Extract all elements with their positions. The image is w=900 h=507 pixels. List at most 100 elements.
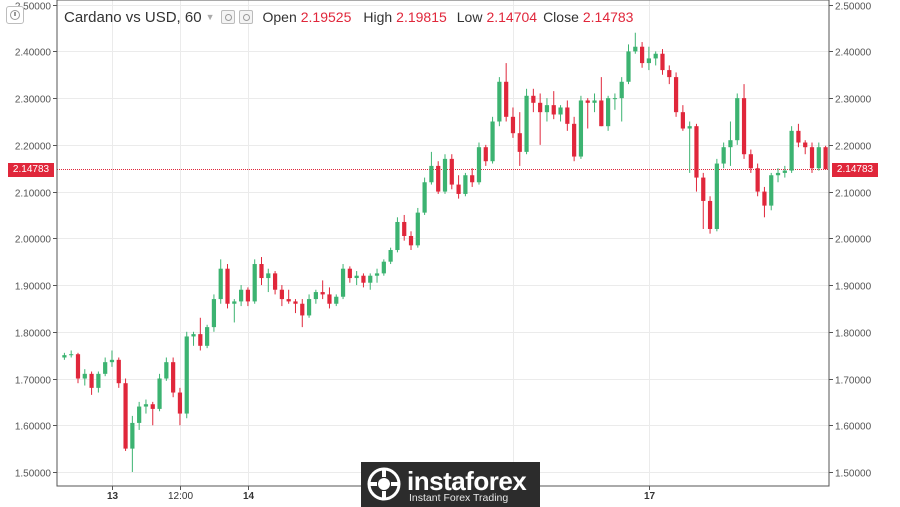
y-tick-label-left: 1.90000 — [15, 282, 52, 293]
candle-body — [75, 354, 81, 379]
y-tick-label-left: 2.40000 — [15, 48, 52, 59]
candle — [775, 168, 781, 183]
y-tick-label-right: 1.50000 — [835, 469, 872, 480]
candle — [82, 369, 87, 386]
hide-icon[interactable] — [220, 10, 235, 24]
candle — [368, 273, 373, 290]
candle — [769, 172, 774, 211]
x-tick-label: 13 — [107, 491, 119, 502]
last-price-tag-left: 2.14783 — [8, 162, 54, 177]
low-label: Low — [456, 9, 483, 25]
candle-body — [735, 98, 740, 141]
candle — [306, 294, 312, 318]
candle-body — [62, 355, 67, 358]
candle — [497, 77, 502, 127]
candle-body — [504, 81, 509, 117]
candle-body — [415, 212, 420, 246]
candle — [531, 88, 536, 113]
candle — [796, 123, 801, 148]
candle-body — [816, 147, 821, 169]
candle-body — [701, 177, 706, 201]
candle-body — [741, 98, 747, 155]
candle-body — [232, 301, 237, 304]
candle-body — [585, 100, 590, 103]
candle — [293, 299, 298, 314]
candle-body — [470, 175, 475, 183]
candle — [558, 105, 563, 122]
y-tick-label-left: 1.50000 — [15, 469, 52, 480]
candle — [252, 259, 257, 304]
candle-body — [436, 165, 441, 192]
settings-icon[interactable] — [238, 10, 253, 24]
candle — [225, 264, 230, 309]
candle-body — [354, 275, 359, 279]
y-tick-label-left: 2.20000 — [15, 142, 52, 153]
x-tick-label: 14 — [243, 491, 255, 502]
axes: 2.50000 2.50000 2.40000 2.40000 2.30000 2.300… — [15, 0, 872, 502]
candle-body — [775, 172, 781, 176]
candle — [823, 145, 828, 170]
candle — [334, 294, 339, 307]
candle — [626, 44, 631, 85]
candle — [279, 285, 284, 307]
candle — [123, 378, 128, 451]
y-tick-label-right: 1.60000 — [835, 422, 872, 433]
candle-body — [490, 121, 495, 162]
candle-body — [707, 200, 713, 229]
candle-body — [96, 373, 101, 388]
candle — [177, 387, 183, 426]
candle-body — [340, 268, 346, 297]
candle — [205, 324, 210, 349]
candle-body — [211, 299, 217, 328]
instaforex-banner[interactable]: instaforex Instant Forex Trading — [361, 462, 540, 507]
candle — [633, 32, 638, 54]
candle-body — [374, 273, 380, 276]
candle-body — [660, 53, 665, 71]
candle-body — [252, 264, 257, 302]
candle-body — [143, 404, 149, 407]
high-value: 2.19815 — [396, 9, 447, 25]
candle — [687, 121, 692, 173]
candle-body — [103, 362, 108, 374]
candle-body — [164, 362, 169, 379]
candle-body — [687, 126, 692, 129]
candle — [476, 142, 482, 185]
candle — [619, 77, 624, 122]
candle-body — [123, 383, 128, 449]
candle-body — [259, 264, 264, 279]
candle-body — [266, 273, 271, 279]
candle — [612, 93, 618, 110]
candle-body — [524, 95, 529, 152]
candle — [96, 371, 101, 393]
symbol-title[interactable]: Cardano vs USD, 60 — [64, 8, 202, 26]
candle — [69, 350, 74, 358]
chevron-down-icon[interactable]: ▼ — [205, 12, 215, 22]
candle — [524, 88, 529, 155]
candle-body — [279, 289, 284, 300]
candle-body — [89, 373, 94, 388]
open-value: 2.19525 — [300, 9, 352, 25]
candle-body — [449, 158, 454, 185]
candle-body — [157, 378, 162, 409]
candle — [646, 46, 652, 71]
candle — [442, 154, 448, 194]
candle-body — [381, 261, 386, 274]
candle — [171, 357, 176, 398]
candle — [130, 415, 135, 472]
candle — [544, 98, 550, 122]
candle-body — [327, 294, 332, 304]
candle — [211, 294, 217, 332]
candle — [347, 266, 352, 283]
candle — [436, 161, 441, 194]
candle — [232, 299, 237, 323]
y-tick-label-right: 1.70000 — [835, 376, 872, 387]
candle — [300, 299, 305, 328]
candle — [755, 163, 760, 197]
candle-body — [476, 147, 482, 183]
candle-body — [395, 221, 400, 251]
candle — [184, 331, 189, 419]
y-tick-label-left: 2.50000 — [15, 2, 52, 13]
candle — [286, 289, 291, 304]
candle — [422, 177, 427, 215]
